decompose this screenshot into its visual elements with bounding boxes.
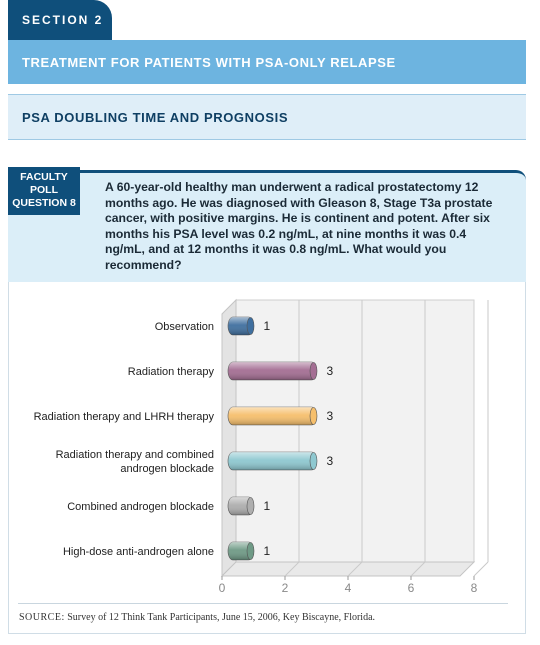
bar-highlight: [228, 317, 254, 335]
header-title: TREATMENT FOR PATIENTS WITH PSA-ONLY REL…: [22, 54, 396, 70]
header-title-bar: TREATMENT FOR PATIENTS WITH PSA-ONLY REL…: [8, 40, 526, 86]
tick-label: 2: [282, 581, 289, 595]
chart-side-wall: [221, 298, 237, 578]
category-label: Radiation therapy and LHRH therapy: [34, 411, 215, 423]
chart-back-wall: [235, 299, 475, 563]
section-label: SECTION 2: [22, 13, 104, 27]
bar-cap: [246, 317, 255, 335]
category-label: Radiation therapy and combined: [56, 449, 214, 461]
category-label: androgen blockade: [120, 463, 214, 475]
bar-highlight: [228, 542, 254, 560]
bar-value-label: 1: [264, 319, 271, 333]
bar: [227, 496, 255, 516]
bar-highlight: [228, 497, 254, 515]
poll-results-chart: 0 2 4 6 8 1 Observation 3 Radiation therapy 3 Radi…: [34, 298, 489, 595]
category-label: Combined androgen blockade: [67, 501, 214, 513]
bar-value-label: 3: [327, 454, 334, 468]
bar-value-label: 3: [327, 409, 334, 423]
poll-label: FACULTY POLL QUESTION 8: [8, 167, 80, 215]
source-text: Survey of 12 Think Tank Participants, Ju…: [64, 612, 376, 623]
category-label: Observation: [155, 321, 214, 333]
gridline-floor: [284, 561, 300, 577]
bar-highlight: [228, 452, 317, 470]
bar-cap: [309, 452, 318, 470]
bar-cap: [246, 542, 255, 560]
bar: [227, 361, 318, 381]
header-subtitle: PSA DOUBLING TIME AND PROGNOSIS: [22, 109, 289, 125]
bar: [227, 451, 318, 471]
source-divider: [18, 603, 508, 604]
bar: [227, 541, 255, 561]
bar: [227, 406, 318, 426]
tick-label: 0: [219, 581, 226, 595]
gridline-floor: [473, 561, 489, 577]
category-label: High-dose anti-androgen alone: [63, 546, 214, 558]
category-label: Radiation therapy: [128, 366, 215, 378]
poll-question: A 60-year-old healthy man underwent a ra…: [105, 180, 493, 272]
tick-label: 8: [471, 581, 478, 595]
bar-cap: [309, 407, 318, 425]
poll-box: [8, 170, 526, 285]
bar-cap: [309, 362, 318, 380]
bar-value-label: 1: [264, 544, 271, 558]
bar-value-label: 1: [264, 499, 271, 513]
bar-highlight: [228, 407, 317, 425]
bar-highlight: [228, 362, 317, 380]
section-tab: SECTION 2: [8, 0, 112, 40]
tick-label: 4: [345, 581, 352, 595]
bar: [227, 316, 255, 336]
tick-label: 6: [408, 581, 415, 595]
gridline-floor: [410, 561, 426, 577]
source-note: SOURCE: Survey of 12 Think Tank Particip…: [19, 612, 375, 623]
header-subtitle-bar: PSA DOUBLING TIME AND PROGNOSIS: [8, 94, 526, 140]
poll-label-line2: POLL: [30, 184, 58, 196]
poll-label-line3: QUESTION 8: [12, 197, 76, 209]
poll-label-line1: FACULTY: [20, 171, 68, 183]
bar-value-label: 3: [327, 364, 334, 378]
chart-floor: [220, 561, 476, 577]
source-label: SOURCE:: [19, 612, 65, 623]
bar-cap: [246, 497, 255, 515]
gridline-floor: [347, 561, 363, 577]
